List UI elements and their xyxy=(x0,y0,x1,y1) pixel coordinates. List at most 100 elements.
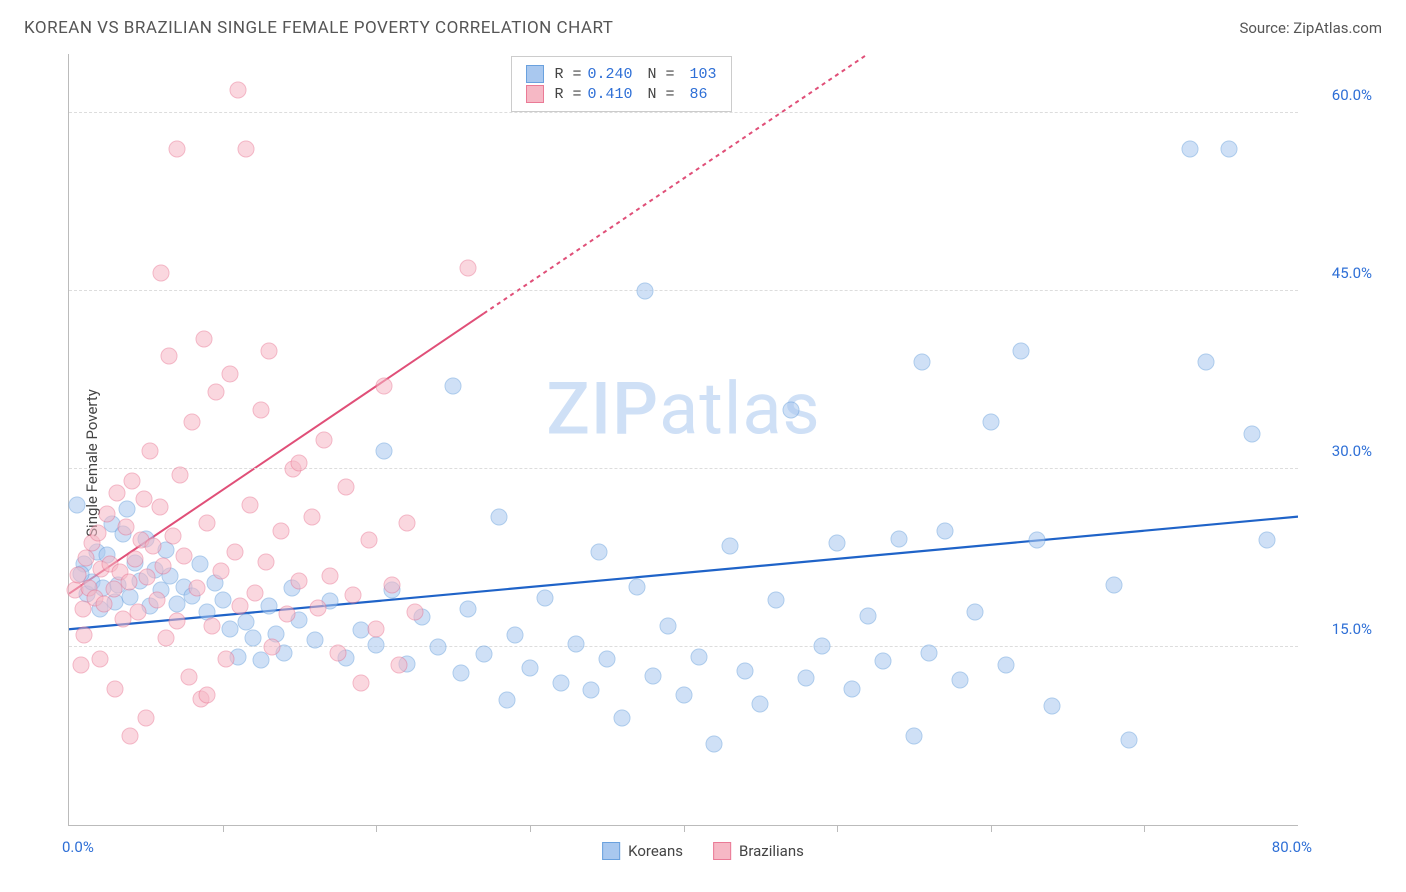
gridline xyxy=(69,646,1298,647)
x-tick xyxy=(991,825,992,832)
data-point xyxy=(123,473,140,490)
data-point xyxy=(537,590,554,607)
data-point xyxy=(445,378,462,395)
data-point xyxy=(1182,140,1199,157)
data-point xyxy=(151,499,168,516)
data-point xyxy=(222,366,239,383)
data-point xyxy=(246,584,263,601)
data-point xyxy=(767,591,784,608)
data-point xyxy=(188,579,205,596)
stats-text: R = 0.240 N = 103 xyxy=(554,66,716,83)
data-point xyxy=(260,342,277,359)
data-point xyxy=(721,538,738,555)
plot-area: ZIPatlas R = 0.240 N = 103 R = 0.410 N = … xyxy=(68,54,1298,826)
data-point xyxy=(191,556,208,573)
data-point xyxy=(273,522,290,539)
data-point xyxy=(180,668,197,685)
data-point xyxy=(242,496,259,513)
data-point xyxy=(237,614,254,631)
data-point xyxy=(859,608,876,625)
data-point xyxy=(90,525,107,542)
data-point xyxy=(160,348,177,365)
data-point xyxy=(982,413,999,430)
data-point xyxy=(644,667,661,684)
data-point xyxy=(291,455,308,472)
data-point xyxy=(583,681,600,698)
legend-swatch xyxy=(602,842,620,860)
watermark: ZIPatlas xyxy=(546,366,820,451)
data-point xyxy=(783,401,800,418)
data-point xyxy=(168,612,185,629)
data-point xyxy=(491,508,508,525)
data-point xyxy=(157,629,174,646)
data-point xyxy=(598,650,615,667)
data-point xyxy=(913,354,930,371)
data-point xyxy=(629,578,646,595)
data-point xyxy=(316,431,333,448)
data-point xyxy=(383,577,400,594)
data-point xyxy=(139,569,156,586)
data-point xyxy=(176,547,193,564)
data-point xyxy=(291,572,308,589)
data-point xyxy=(1013,342,1030,359)
data-point xyxy=(637,283,654,300)
data-point xyxy=(229,81,246,98)
data-point xyxy=(108,484,125,501)
data-point xyxy=(322,567,339,584)
data-point xyxy=(196,330,213,347)
data-point xyxy=(521,660,538,677)
data-point xyxy=(107,680,124,697)
gridline xyxy=(69,468,1298,469)
data-point xyxy=(798,669,815,686)
data-point xyxy=(660,617,677,634)
data-point xyxy=(165,527,182,544)
data-point xyxy=(368,621,385,638)
data-point xyxy=(844,680,861,697)
data-point xyxy=(168,140,185,157)
data-point xyxy=(119,501,136,518)
source-label: Source: ZipAtlas.com xyxy=(1239,19,1382,37)
data-point xyxy=(279,605,296,622)
data-point xyxy=(614,710,631,727)
legend-swatch xyxy=(713,842,731,860)
data-point xyxy=(875,653,892,670)
data-point xyxy=(1121,731,1138,748)
data-point xyxy=(690,648,707,665)
legend-label: Brazilians xyxy=(739,842,804,860)
gridline xyxy=(69,290,1298,291)
data-point xyxy=(199,686,216,703)
data-point xyxy=(1105,577,1122,594)
gridline xyxy=(69,112,1298,113)
data-point xyxy=(145,538,162,555)
data-point xyxy=(76,627,93,644)
stats-legend: R = 0.240 N = 103 R = 0.410 N = 86 xyxy=(511,56,731,112)
data-point xyxy=(96,596,113,613)
y-tick-label: 15.0% xyxy=(1308,620,1372,638)
data-point xyxy=(120,573,137,590)
data-point xyxy=(1243,425,1260,442)
data-point xyxy=(967,603,984,620)
data-point xyxy=(368,636,385,653)
stats-text: R = 0.410 N = 86 xyxy=(554,86,707,103)
data-point xyxy=(1220,140,1237,157)
data-point xyxy=(375,378,392,395)
chart-title: KOREAN VS BRAZILIAN SINGLE FEMALE POVERT… xyxy=(24,18,613,38)
series-swatch xyxy=(526,65,544,83)
data-point xyxy=(226,544,243,561)
data-point xyxy=(253,401,270,418)
legend-label: Koreans xyxy=(628,842,683,860)
x-tick xyxy=(223,825,224,832)
data-point xyxy=(1197,354,1214,371)
data-point xyxy=(1044,698,1061,715)
data-point xyxy=(91,650,108,667)
stats-row: R = 0.410 N = 86 xyxy=(526,85,716,103)
y-tick-label: 45.0% xyxy=(1308,264,1372,282)
data-point xyxy=(136,490,153,507)
header: KOREAN VS BRAZILIAN SINGLE FEMALE POVERT… xyxy=(0,0,1406,46)
data-point xyxy=(153,265,170,282)
data-point xyxy=(105,580,122,597)
data-point xyxy=(117,519,134,536)
data-point xyxy=(99,506,116,523)
data-point xyxy=(114,610,131,627)
data-point xyxy=(460,601,477,618)
